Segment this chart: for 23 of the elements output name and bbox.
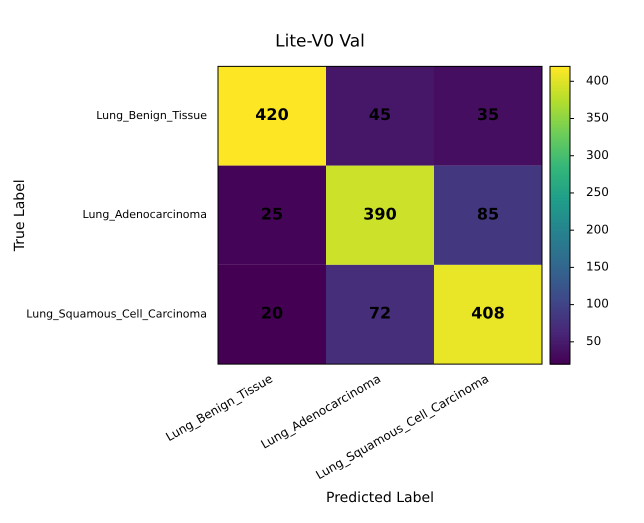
data-label: 390 (363, 204, 397, 224)
data-label: 45 (368, 105, 392, 124)
color-bar-label: 100 (586, 296, 609, 311)
data-label: 72 (368, 304, 392, 323)
data-label: 25 (260, 204, 284, 224)
chart-title: Lite-V0 Val (275, 32, 365, 52)
data-label: 85 (476, 204, 500, 224)
color-bar-label: 350 (586, 110, 609, 125)
data-label: 20 (260, 304, 284, 323)
color-bar-label: 400 (586, 73, 609, 88)
data-label: 408 (471, 304, 505, 323)
x-axis-title: Predicted Label (326, 490, 434, 506)
color-bar-label: 50 (586, 334, 602, 348)
color-bar-label: 300 (586, 148, 609, 162)
data-label: 420 (255, 105, 289, 124)
color-bar-label: 150 (586, 260, 609, 274)
y-tick-label: Lung_Squamous_Cell_Carcinoma (26, 307, 207, 320)
y-axis-title: True Label (12, 179, 28, 252)
color-bar-label: 250 (586, 185, 609, 200)
color-bar-label: 200 (586, 222, 609, 236)
y-tick-label: Lung_Adenocarcinoma (82, 208, 207, 222)
data-label: 35 (476, 105, 500, 124)
y-tick-label: Lung_Benign_Tissue (96, 108, 208, 122)
